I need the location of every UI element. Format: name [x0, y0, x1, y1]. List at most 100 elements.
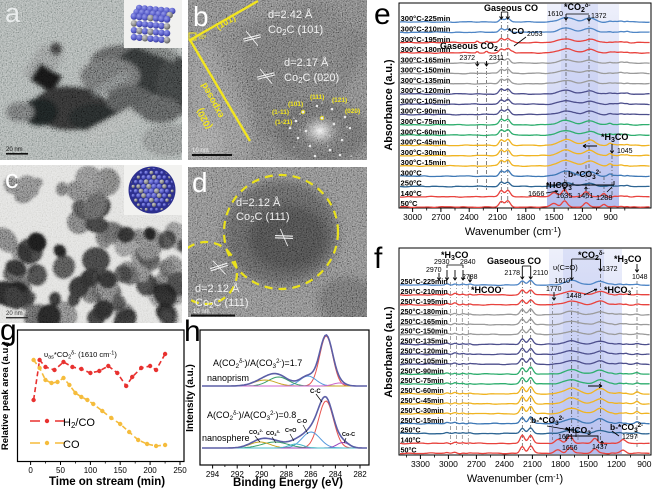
- svg-text:Co-C: Co-C: [342, 432, 355, 438]
- svg-text:(121): (121): [332, 97, 347, 104]
- svg-text:288: 288: [280, 470, 294, 479]
- svg-text:50°C: 50°C: [401, 199, 418, 208]
- svg-text:2110: 2110: [533, 270, 548, 277]
- svg-text:1048: 1048: [632, 274, 648, 281]
- svg-text:200: 200: [143, 466, 157, 475]
- svg-text:1666: 1666: [528, 189, 544, 198]
- svg-text:*H3CO: *H3CO: [601, 132, 628, 144]
- svg-text:Gaseous CO: Gaseous CO: [487, 256, 541, 266]
- svg-text:250°C-180min: 250°C-180min: [401, 307, 448, 316]
- svg-text:2700: 2700: [431, 212, 450, 222]
- svg-text:d: d: [192, 167, 208, 198]
- svg-text:f: f: [374, 242, 383, 275]
- svg-text:1297: 1297: [622, 434, 638, 441]
- svg-text:C=O: C=O: [285, 428, 297, 434]
- svg-text:80°: 80°: [199, 35, 207, 41]
- svg-text:1800: 1800: [516, 212, 535, 222]
- svg-text:250°C-135min: 250°C-135min: [401, 337, 448, 346]
- svg-text:d=2.12 Å: d=2.12 Å: [236, 196, 281, 209]
- svg-text:*H3CO: *H3CO: [441, 250, 468, 262]
- svg-text:Wavenumber (cm-1): Wavenumber (cm-1): [465, 226, 561, 238]
- svg-text:250°C-60min: 250°C-60min: [401, 386, 444, 395]
- svg-text:1610: 1610: [554, 278, 570, 285]
- svg-text:300°C-135min: 300°C-135min: [401, 76, 451, 85]
- svg-text:1800: 1800: [551, 459, 570, 469]
- svg-text:250°C: 250°C: [401, 426, 421, 435]
- svg-text:2053: 2053: [527, 31, 543, 38]
- svg-text:300°C-225min: 300°C-225min: [401, 14, 451, 23]
- svg-text:300°C-165min: 300°C-165min: [401, 55, 451, 64]
- svg-text:g: g: [0, 314, 17, 347]
- svg-text:C-O: C-O: [297, 419, 308, 425]
- svg-text:C-C: C-C: [310, 389, 321, 395]
- svg-text:Co2C (020): Co2C (020): [284, 72, 339, 85]
- svg-text:Binding Energy (eV): Binding Energy (eV): [233, 477, 343, 489]
- svg-text:1200: 1200: [573, 212, 592, 222]
- svg-text:e: e: [374, 0, 391, 31]
- svg-text:2100: 2100: [523, 459, 542, 469]
- svg-text:300°C-210min: 300°C-210min: [401, 25, 451, 34]
- svg-text:*HCO3-: *HCO3-: [546, 180, 574, 192]
- svg-text:Gaseous CO: Gaseous CO: [484, 3, 538, 13]
- svg-text:300°C-60min: 300°C-60min: [401, 127, 447, 136]
- svg-text:3000: 3000: [403, 212, 422, 222]
- svg-text:250°C-225min: 250°C-225min: [401, 277, 448, 286]
- svg-text:2400: 2400: [495, 459, 514, 469]
- svg-text:1200: 1200: [607, 459, 626, 469]
- svg-text:250°C-150min: 250°C-150min: [401, 327, 448, 336]
- svg-text:20 nm: 20 nm: [6, 311, 23, 317]
- svg-text:0: 0: [28, 466, 33, 475]
- svg-text:300°C-120min: 300°C-120min: [401, 86, 451, 95]
- svg-text:300°C-150min: 300°C-150min: [401, 66, 451, 75]
- svg-text:1770: 1770: [546, 286, 562, 293]
- svg-text:140°C: 140°C: [401, 436, 421, 445]
- svg-text:2372: 2372: [459, 55, 475, 62]
- svg-text:1500: 1500: [579, 459, 598, 469]
- svg-text:*HCOO-: *HCOO-: [471, 285, 504, 295]
- svg-text:150: 150: [114, 466, 128, 475]
- svg-text:2840: 2840: [460, 259, 476, 266]
- svg-text:300°C-30min: 300°C-30min: [401, 148, 447, 157]
- svg-text:300°C-75min: 300°C-75min: [401, 117, 447, 126]
- svg-text:d=2.42 Å: d=2.42 Å: [268, 8, 313, 21]
- svg-text:2930: 2930: [434, 259, 450, 266]
- svg-text:250°C-210min: 250°C-210min: [401, 287, 448, 296]
- svg-text:250°C-195min: 250°C-195min: [401, 297, 448, 306]
- svg-text:1288: 1288: [596, 193, 612, 202]
- svg-text:250: 250: [173, 466, 187, 475]
- svg-text:υas*CO2δ- (1610 cm-1): υas*CO2δ- (1610 cm-1): [44, 350, 117, 361]
- svg-text:300°C-90min: 300°C-90min: [401, 107, 447, 116]
- svg-text:282: 282: [353, 470, 367, 479]
- svg-text:2970: 2970: [426, 267, 442, 274]
- svg-text:250°C-45min: 250°C-45min: [401, 396, 444, 405]
- svg-text:(111): (111): [310, 94, 324, 101]
- svg-text:3000: 3000: [439, 459, 458, 469]
- svg-text:CO32-: CO32-: [249, 428, 264, 436]
- svg-text:1372: 1372: [602, 266, 618, 273]
- svg-text:1610: 1610: [547, 11, 563, 18]
- svg-text:1372: 1372: [591, 13, 607, 20]
- svg-text:1045: 1045: [617, 148, 633, 155]
- svg-text:*CO: *CO: [508, 26, 524, 36]
- svg-text:a: a: [5, 0, 21, 28]
- svg-text:300°C-105min: 300°C-105min: [401, 96, 451, 105]
- svg-text:140°C: 140°C: [401, 189, 423, 198]
- svg-text:250°C-105min: 250°C-105min: [401, 356, 448, 365]
- svg-text:1635: 1635: [556, 191, 572, 200]
- svg-text:CO3δ-: CO3δ-: [266, 429, 281, 437]
- svg-text:1500: 1500: [545, 212, 564, 222]
- svg-text:Co2C (101): Co2C (101): [268, 24, 323, 37]
- svg-text:Absorbance (a.u.): Absorbance (a.u.): [383, 306, 395, 398]
- svg-text:H2/CO: H2/CO: [63, 417, 95, 430]
- svg-text:300°C-195min: 300°C-195min: [401, 35, 451, 44]
- svg-text:1448: 1448: [566, 293, 582, 300]
- svg-text:292: 292: [231, 470, 245, 479]
- svg-text:300°C: 300°C: [401, 168, 423, 177]
- svg-text:900: 900: [637, 459, 651, 469]
- svg-text:Time on stream (min): Time on stream (min): [49, 476, 165, 488]
- svg-text:Co2C (111): Co2C (111): [236, 211, 290, 224]
- svg-text:900: 900: [604, 212, 618, 222]
- svg-text:300°C-180min: 300°C-180min: [401, 45, 451, 54]
- svg-text:d=2.12 Å: d=2.12 Å: [195, 282, 240, 295]
- svg-text:*H3CO: *H3CO: [614, 254, 641, 266]
